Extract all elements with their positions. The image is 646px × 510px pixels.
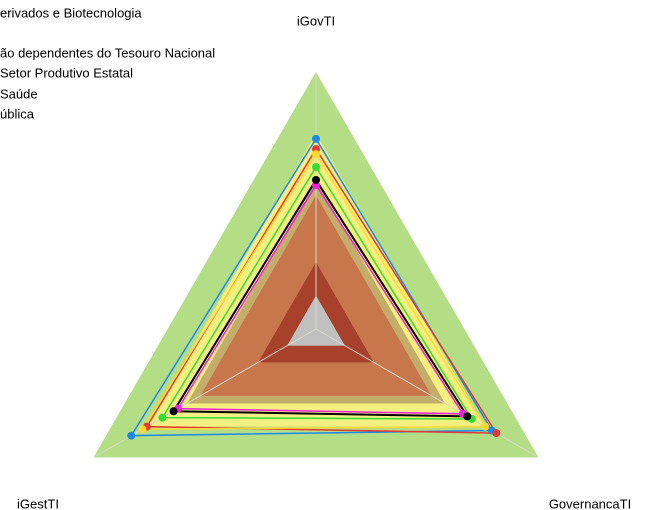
series-line	[129, 137, 494, 437]
legend-label: erivados e Biotecnologia	[0, 5, 142, 20]
point	[312, 163, 320, 172]
series-line	[171, 178, 470, 418]
series-line	[161, 165, 474, 420]
point	[492, 429, 501, 438]
point	[312, 175, 320, 184]
legend-label: Setor Produtivo Estatal	[0, 65, 133, 80]
axis-line	[315, 328, 539, 458]
axis-label: iGovTI	[297, 13, 335, 28]
point	[127, 431, 136, 440]
point	[169, 407, 178, 416]
point	[481, 422, 490, 431]
axis-label: GovernancaTI	[549, 496, 631, 510]
point	[463, 412, 472, 421]
axis-label: iGestTI	[17, 496, 59, 510]
legend-label: ública	[0, 106, 35, 121]
point	[138, 425, 147, 434]
series-line	[141, 152, 487, 430]
series-line	[176, 183, 465, 415]
legend-label: Saúde	[0, 86, 38, 101]
legend-label: ão dependentes do Tesouro Nacional	[0, 45, 215, 60]
point	[312, 134, 320, 143]
point	[312, 150, 320, 159]
point	[158, 413, 167, 422]
